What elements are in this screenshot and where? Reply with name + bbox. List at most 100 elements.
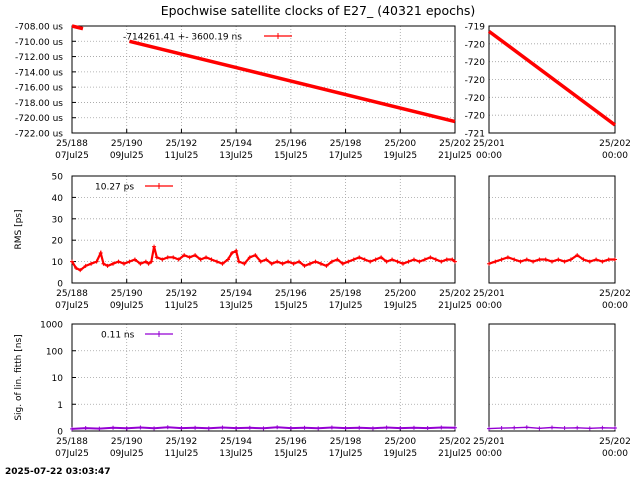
rms-main-point-10 <box>116 259 121 264</box>
clock-zoom-xtick-day-1: 25/202 <box>599 139 631 149</box>
clock-main-xtick-date-0: 07Jul25 <box>55 151 89 161</box>
rms-main-xtick-date-1: 09Jul25 <box>110 301 144 311</box>
sigma-main-point-21 <box>357 425 362 430</box>
rms-main-point-69 <box>422 257 427 262</box>
rms-main-frame <box>71 175 456 284</box>
rms-zoom-xtick-date-1: 00:00 <box>602 301 628 311</box>
clock-main-xtick-day-7: 25/202 <box>439 139 471 149</box>
clock-main-xtick-day-2: 25/192 <box>166 139 198 149</box>
rms-zoom-point-18 <box>600 259 605 264</box>
rms-main-point-58 <box>362 257 367 262</box>
clock-main-ytick-label-7: -708.00 us <box>15 23 63 33</box>
sigma-main-ytick-label-2: 10 <box>52 374 64 384</box>
sigma-main-point-9 <box>193 425 198 430</box>
rms-main-point-64 <box>395 259 400 264</box>
rms-main-point-67 <box>411 257 416 262</box>
rms-main-xtick-date-7: 21Jul25 <box>438 301 472 311</box>
rms-main-point-7 <box>101 261 106 266</box>
sigma-main-ytick-label-1: 1 <box>57 401 63 411</box>
clock-main-xtick-day-1: 25/190 <box>111 139 143 149</box>
rms-main-point-12 <box>127 259 132 264</box>
chart-title: Epochwise satellite clocks of E27_ (4032… <box>161 3 476 18</box>
sigma-main-point-3 <box>111 425 116 430</box>
clock-main-xtick-date-3: 13Jul25 <box>219 151 253 161</box>
rms-main-point-26 <box>193 253 198 258</box>
sigma-main-xtick-date-3: 13Jul25 <box>219 449 253 459</box>
rms-main-point-54 <box>340 261 345 266</box>
rms-main-point-3 <box>83 263 88 268</box>
rms-main-point-55 <box>346 259 351 264</box>
rms-zoom-point-9 <box>543 257 548 262</box>
sigma-zoom-xtick-day-1: 25/202 <box>599 437 631 447</box>
clock-zoom-ytick-label-5: -720 <box>465 40 486 50</box>
rms-main-point-25 <box>187 255 192 260</box>
rms-main-point-31 <box>220 261 225 266</box>
clock-main-segment-1 <box>129 39 456 124</box>
rms-main-ytick-label-4: 40 <box>52 194 64 204</box>
rms-main-point-35 <box>236 259 241 264</box>
rms-main-ytick-label-1: 10 <box>52 258 64 268</box>
rms-zoom-point-12 <box>562 259 567 264</box>
rms-main-xtick-date-0: 07Jul25 <box>55 301 89 311</box>
rms-main-point-30 <box>214 259 219 264</box>
sigma-zoom-xtick-date-0: 00:00 <box>476 449 502 459</box>
rms-main-point-5 <box>94 259 99 264</box>
rms-main-point-9 <box>111 261 116 266</box>
sigma-main-point-23 <box>384 425 389 430</box>
sigma-ylabel: Sig. of lin. fitth [ns] <box>14 334 24 420</box>
sigma-zoom-point-8 <box>587 426 592 431</box>
clock-main-xtick-day-4: 25/196 <box>275 139 307 149</box>
rms-zoom-point-19 <box>606 257 611 262</box>
clock-zoom-ytick-label-6: -719 <box>465 23 486 33</box>
clock-main-xtick-date-2: 11Jul25 <box>165 151 199 161</box>
clock-main-segment-0 <box>71 24 84 31</box>
sigma-zoom-point-4 <box>537 426 542 431</box>
sigma-zoom-frame <box>488 323 616 432</box>
rms-main-point-56 <box>351 257 356 262</box>
sigma-zoom-point-6 <box>562 426 567 431</box>
rms-zoom-xtick-date-0: 00:00 <box>476 301 502 311</box>
rms-main-point-20 <box>160 257 165 262</box>
rms-main-point-71 <box>433 257 438 262</box>
sigma-zoom-point-3 <box>524 425 529 430</box>
clock-main-xtick-day-3: 25/194 <box>220 139 252 149</box>
rms-zoom-point-6 <box>524 257 529 262</box>
rms-zoom-point-11 <box>556 257 561 262</box>
sigma-main-ytick-label-4: 1000 <box>40 321 63 331</box>
rms-main-point-57 <box>357 255 362 260</box>
sigma-zoom-xtick-date-1: 00:00 <box>602 449 628 459</box>
clock-main-ytick-label-2: -718.00 us <box>15 99 63 109</box>
rms-zoom-point-7 <box>531 259 536 264</box>
timestamp: 2025-07-22 03:03:47 <box>5 467 111 477</box>
rms-main-xtick-day-4: 25/196 <box>275 289 307 299</box>
sigma-main-xtick-day-6: 25/200 <box>384 437 416 447</box>
rms-zoom-point-0 <box>487 261 491 266</box>
sigma-main-point-22 <box>370 426 375 431</box>
rms-main-point-75 <box>453 259 457 264</box>
rms-main-point-0 <box>70 259 74 264</box>
rms-main-point-50 <box>318 261 323 266</box>
sigma-main-point-5 <box>138 425 143 430</box>
rms-main-point-51 <box>324 263 329 268</box>
rms-main-point-65 <box>401 261 406 266</box>
clock-zoom-xtick-date-0: 00:00 <box>476 151 502 161</box>
clock-main-ytick-label-1: -720.00 us <box>15 114 63 124</box>
rms-main-point-2 <box>78 268 83 273</box>
rms-zoom-frame <box>488 175 616 284</box>
sigma-main-xtick-date-0: 07Jul25 <box>55 449 89 459</box>
rms-zoom-point-4 <box>512 257 517 262</box>
rms-main-point-46 <box>297 259 302 264</box>
rms-zoom-point-2 <box>499 257 504 262</box>
rms-main-point-18 <box>152 244 157 249</box>
sigma-main-point-12 <box>234 426 239 431</box>
rms-main-xtick-day-5: 25/198 <box>330 289 362 299</box>
rms-main-point-49 <box>313 259 318 264</box>
rms-zoom-point-3 <box>505 255 510 260</box>
sigma-main-point-10 <box>206 426 211 431</box>
clock-main-xtick-date-6: 19Jul25 <box>383 151 417 161</box>
clock-main-xtick-day-5: 25/198 <box>330 139 362 149</box>
clock-main-xtick-date-7: 21Jul25 <box>438 151 472 161</box>
clock-main-ytick-label-4: -714.00 us <box>15 68 63 78</box>
clock-zoom-xtick-date-1: 00:00 <box>602 151 628 161</box>
